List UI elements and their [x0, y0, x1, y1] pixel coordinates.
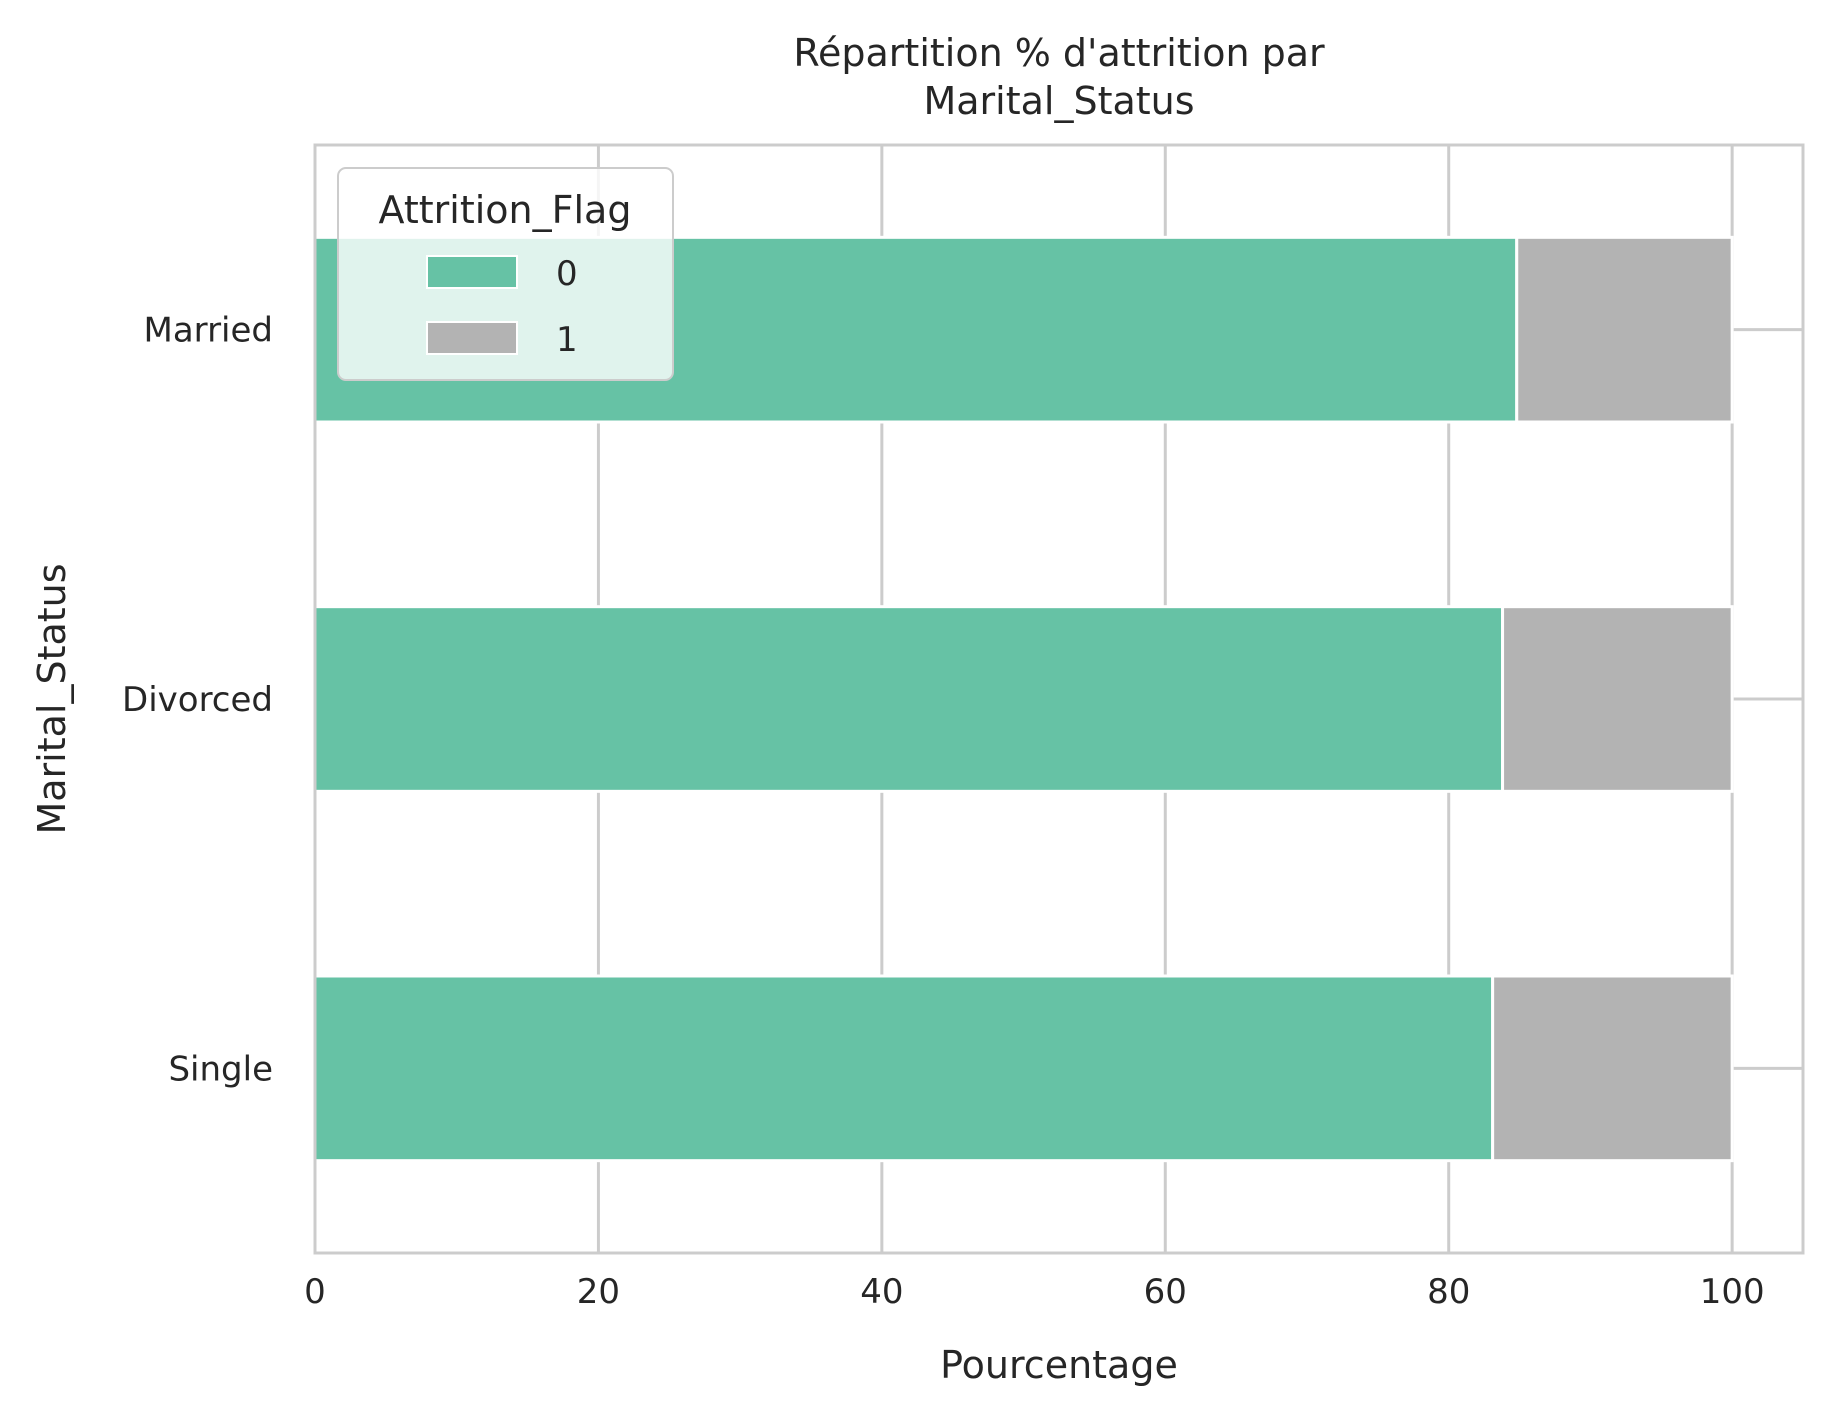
bar-single-flag-1 [1491, 974, 1734, 1163]
legend-label-1: 1 [556, 320, 578, 360]
bar-divorced-flag-1 [1501, 605, 1734, 793]
bars [313, 235, 1734, 1163]
chart-title: Répartition % d'attrition par Marital_Sta… [793, 31, 1325, 123]
y-axis-ticks: Married Divorced Single [122, 311, 273, 1090]
x-tick-label: 20 [577, 1272, 620, 1312]
x-tick-label: 80 [1427, 1272, 1470, 1312]
bar-single-flag-0 [313, 974, 1495, 1163]
plot-frame [313, 143, 1805, 1255]
legend-label-0: 0 [556, 254, 578, 294]
x-axis-label: Pourcentage [940, 1343, 1178, 1387]
x-tick-label: 100 [1700, 1272, 1765, 1312]
bar-married-flag-1 [1515, 235, 1734, 424]
legend-title: Attrition_Flag [379, 188, 632, 232]
legend-swatch-0 [426, 255, 518, 289]
bar-divorced-flag-0 [313, 605, 1505, 793]
y-tick-label: Married [144, 311, 273, 351]
x-tick-label: 60 [1144, 1272, 1187, 1312]
y-tick-label: Divorced [122, 680, 273, 720]
y-axis-label: Marital_Status [30, 563, 74, 834]
x-axis-ticks: 0 20 40 60 80 100 [304, 1272, 1764, 1312]
legend-swatch-1 [426, 321, 518, 355]
legend: Attrition_Flag 0 1 [337, 167, 674, 381]
x-tick-label: 0 [304, 1272, 326, 1312]
y-tick-label: Single [168, 1049, 273, 1089]
x-tick-label: 40 [860, 1272, 903, 1312]
